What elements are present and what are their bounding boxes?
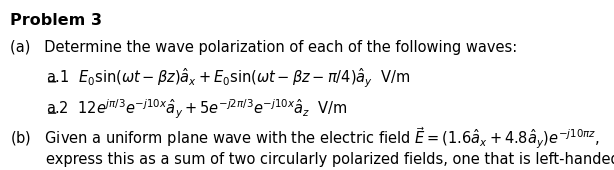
Text: (a)   Determine the wave polarization of each of the following waves:: (a) Determine the wave polarization of e… <box>10 40 517 55</box>
Text: a.1  $E_0\sin(\omega t - \beta z)\hat{a}_x + E_0\sin(\omega t - \beta z - \pi/4): a.1 $E_0\sin(\omega t - \beta z)\hat{a}_… <box>46 66 411 90</box>
Text: Problem 3: Problem 3 <box>10 13 102 28</box>
Text: express this as a sum of two circularly polarized fields, one that is left-hande: express this as a sum of two circularly … <box>46 152 614 167</box>
Text: (b)   Given a uniform plane wave with the electric field $\vec{E} = (1.6\hat{a}_: (b) Given a uniform plane wave with the … <box>10 126 600 151</box>
Text: a.2  $12e^{j\pi/3}e^{-j10x}\hat{a}_y + 5e^{-j2\pi/3}e^{-j10x}\hat{a}_z$  V/m: a.2 $12e^{j\pi/3}e^{-j10x}\hat{a}_y + 5e… <box>46 98 348 121</box>
